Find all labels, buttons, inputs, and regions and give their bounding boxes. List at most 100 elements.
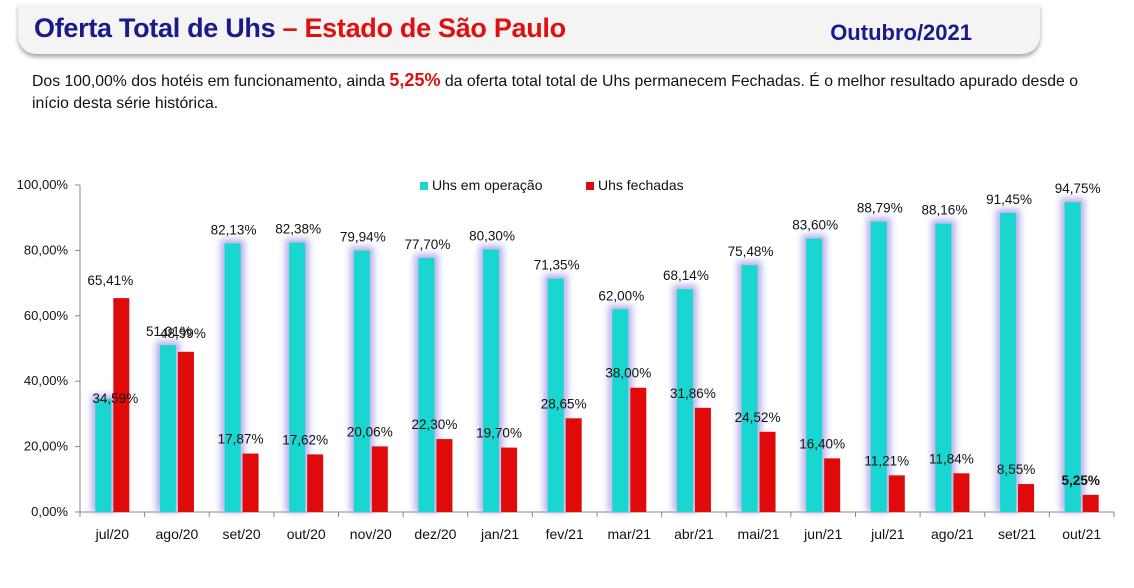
legend-label-operation: Uhs em operação [432,177,543,193]
x-tick-label: dez/20 [414,526,456,542]
data-label-operation: 75,48% [728,244,774,259]
data-label-operation: 83,60% [792,218,838,233]
description-text: Dos 100,00% dos hotéis em funcionamento,… [32,69,1112,115]
bar-operation [806,238,823,512]
data-label-operation: 80,30% [469,228,515,243]
bar-operation [676,289,693,512]
bar-closed [824,458,841,512]
bar-closed [1018,484,1035,512]
data-label-closed: 8,55% [997,462,1035,477]
data-label-closed: 17,87% [218,432,264,447]
data-label-closed: 38,00% [605,366,651,381]
bar-closed [565,418,582,512]
data-label-operation: 91,45% [986,192,1032,207]
bar-chart: 0,00% 20,00% 40,00% 60,00% 80,00% 100,00% jul/… [17,177,1115,542]
bar-closed [953,473,970,512]
x-tick-label: jul/21 [870,526,905,542]
bar-closed [694,407,711,512]
bar-operation [483,249,500,512]
data-label-closed: 11,84% [929,451,974,466]
bar-operation [1000,212,1017,512]
y-tick-label: 60,00% [24,308,69,323]
legend-swatch-operation [420,182,428,190]
x-tick-label: set/21 [998,526,1036,542]
title-part-region: Estado de São Paulo [304,13,566,43]
bar-closed [177,351,194,512]
bar-operation [353,250,370,512]
bar-closed [1082,494,1099,512]
data-label-operation: 34,59% [92,391,138,406]
data-label-operation: 71,35% [534,258,580,273]
legend-swatch-closed [586,182,594,190]
bar-operation [547,278,564,512]
x-tick-label: jun/21 [803,526,842,542]
page-title: Oferta Total de Uhs – Estado de São Paul… [34,13,566,44]
data-label-closed: 65,41% [87,273,133,288]
bar-closed [307,454,324,512]
x-tick-label: abr/21 [674,526,714,542]
x-tick-label: jul/20 [95,526,130,542]
bar-closed [436,439,453,512]
bar-closed [501,447,518,512]
bar-operation [289,242,306,512]
bar-operation [95,398,112,512]
bar-closed [759,431,776,512]
title-part-main: Oferta Total de Uhs [34,13,276,43]
bar-closed [242,453,259,512]
x-tick-label: jan/21 [480,526,519,542]
x-tick-label: mai/21 [738,526,780,542]
chart-legend: Uhs em operação Uhs fechadas [420,177,684,193]
data-label-operation: 68,14% [663,268,709,283]
legend-label-closed: Uhs fechadas [598,177,684,193]
bar-closed [371,446,388,512]
y-tick-label: 0,00% [31,504,68,519]
bar-operation [418,257,435,512]
data-label-operation: 94,75% [1055,181,1101,196]
bar-closed [888,475,905,512]
data-label-operation: 88,16% [922,203,968,218]
y-tick-label: 40,00% [24,373,69,388]
chart-bars [91,198,1099,513]
data-label-closed: 19,70% [476,426,522,441]
data-label-closed: 20,06% [347,424,393,439]
x-tick-label: ago/21 [931,526,974,542]
data-label-closed: 24,52% [735,410,781,425]
x-tick-label: out/21 [1062,526,1101,542]
x-tick-label: ago/20 [156,526,199,542]
bar-operation [935,223,952,512]
y-tick-label: 100,00% [17,177,69,192]
bar-operation [224,243,241,512]
data-label-closed: 48,99% [160,326,206,341]
data-label-closed: 16,40% [799,436,845,451]
bar-closed [113,298,130,512]
data-label-operation: 88,79% [857,201,903,216]
data-label-closed: 22,30% [412,417,458,432]
chart-data-labels: 34,59% 65,41% 51,01%48,99% 82,13% 17,87% 82,3… [87,181,1100,488]
data-label-closed: 5,25% [1062,473,1100,488]
description-after: da oferta total total de Uhs permanecem … [32,73,1078,112]
x-tick-label: set/20 [222,526,260,542]
y-tick-label: 20,00% [24,439,69,454]
x-tick-label: fev/21 [546,526,584,542]
data-label-closed: 28,65% [541,396,587,411]
x-tick-label: mar/21 [608,526,652,542]
x-tick-label: out/20 [287,526,326,542]
title-banner: Oferta Total de Uhs – Estado de São Paul… [18,4,1040,54]
data-label-operation: 82,38% [275,222,321,237]
data-label-operation: 62,00% [598,288,644,303]
data-label-closed: 11,21% [864,453,909,468]
bar-operation [159,345,176,512]
data-label-closed: 31,86% [670,386,716,401]
bar-operation [1064,202,1081,513]
data-label-operation: 82,13% [211,222,257,237]
period-label: Outubro/2021 [830,20,972,45]
data-label-closed: 17,62% [282,432,328,447]
y-tick-label: 80,00% [24,242,69,257]
data-label-operation: 79,94% [340,230,386,245]
description-before: Dos 100,00% dos hotéis em funcionamento,… [32,73,390,90]
description-highlight: 5,25% [389,70,441,90]
title-separator: – [275,13,305,43]
bar-operation [612,309,629,512]
x-tick-label: nov/20 [350,526,392,542]
data-label-operation: 77,70% [405,237,451,252]
